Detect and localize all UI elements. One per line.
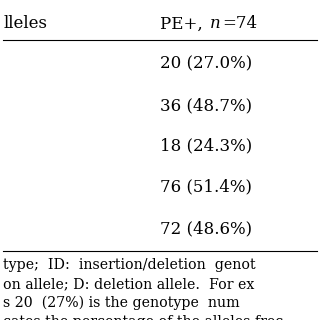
Text: 76 (51.4%): 76 (51.4%) — [160, 179, 252, 196]
Text: s 20  (27%) is the genotype  num: s 20 (27%) is the genotype num — [3, 296, 240, 310]
Text: 72 (48.6%): 72 (48.6%) — [160, 220, 252, 237]
Text: cates the percentage of the alleles frec: cates the percentage of the alleles frec — [3, 315, 284, 320]
Text: =74: =74 — [222, 15, 258, 33]
Text: n: n — [210, 15, 220, 33]
Text: 20 (27.0%): 20 (27.0%) — [160, 55, 252, 73]
Text: lleles: lleles — [3, 15, 47, 33]
Text: type;  ID:  insertion/deletion  genot: type; ID: insertion/deletion genot — [3, 258, 256, 272]
Text: PE+,: PE+, — [160, 15, 208, 33]
Text: 36 (48.7%): 36 (48.7%) — [160, 97, 252, 114]
Text: 18 (24.3%): 18 (24.3%) — [160, 137, 252, 154]
Text: on allele; D: deletion allele.  For ex: on allele; D: deletion allele. For ex — [3, 277, 255, 291]
